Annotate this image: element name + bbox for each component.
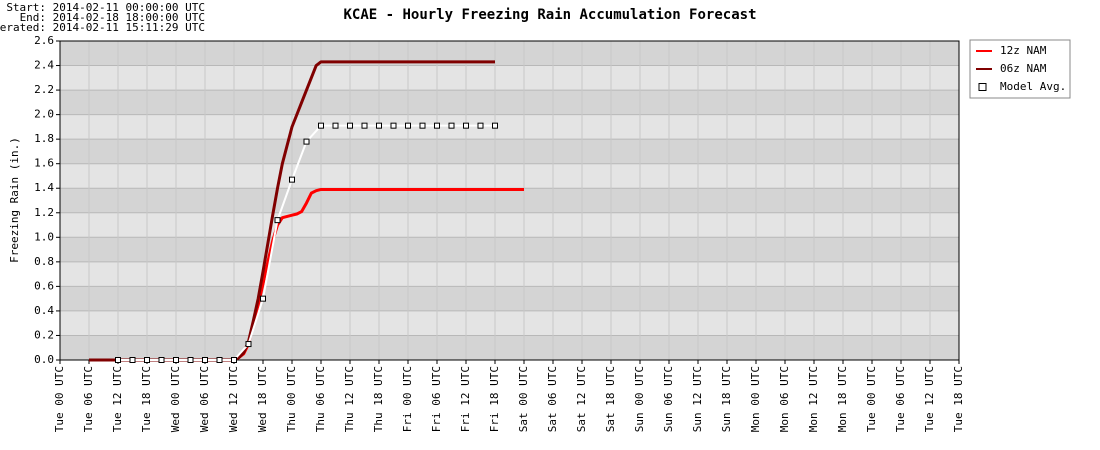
data-point [144,357,150,363]
data-point [448,122,455,129]
data-point [434,122,440,129]
data-point [347,122,353,129]
x-tick-label: Thu 18 UTC [372,366,385,432]
y-tick-label: 1.2 [34,206,54,219]
data-point [187,357,194,363]
data-point [463,122,469,129]
x-tick-label: Sun 12 UTC [691,366,704,432]
x-tick-label: Tue 06 UTC [894,366,907,432]
data-point [332,122,339,129]
data-point [289,176,295,183]
x-tick-label: Sat 06 UTC [546,366,559,432]
x-tick-label: Tue 00 UTC [865,366,878,432]
x-tick-label: Tue 12 UTC [923,366,936,432]
y-tick-label: 0.2 [34,328,54,341]
y-tick-label: 0.8 [34,255,54,268]
x-tick-label: Wed 00 UTC [169,366,182,432]
data-point [318,122,324,129]
x-tick-label: Sun 18 UTC [720,366,733,432]
data-point [376,122,382,129]
chart-title: KCAE - Hourly Freezing Rain Accumulation… [343,7,756,23]
x-tick-label: Wed 18 UTC [256,366,269,432]
data-point [173,357,179,363]
header-generated: Generated: 2014-02-11 15:11:29 UTC [0,21,205,34]
data-point [419,122,426,129]
grid-band [60,237,959,262]
x-tick-label: Mon 12 UTC [807,366,820,432]
data-point [274,217,281,224]
y-tick-label: 0.6 [34,279,54,292]
legend-label: 06z NAM [1000,62,1047,75]
y-tick-label: 0.0 [34,353,54,366]
grid-band [60,139,959,164]
y-tick-label: 2.4 [34,59,54,72]
y-tick-label: 2.6 [34,34,54,47]
x-tick-label: Thu 06 UTC [314,366,327,432]
x-tick-label: Tue 18 UTC [140,366,153,432]
x-tick-label: Mon 18 UTC [836,366,849,432]
legend-label: Model Avg. [1000,80,1066,93]
grid-band [60,188,959,213]
header-end: End: 2014-02-18 18:00:00 UTC [20,11,205,24]
x-tick-label: Tue 12 UTC [111,366,124,432]
x-tick-label: Fri 18 UTC [488,366,501,432]
plot-frame [59,40,960,361]
y-tick-label: 1.8 [34,132,54,145]
grid-band [60,286,959,311]
data-point [390,122,397,129]
x-tick-label: Sat 18 UTC [604,366,617,432]
x-tick-label: Wed 06 UTC [198,366,211,432]
x-tick-label: Tue 00 UTC [53,366,66,432]
x-tick-label: Fri 12 UTC [459,366,472,432]
x-tick-label: Wed 12 UTC [227,366,240,432]
x-tick-label: Tue 18 UTC [952,366,965,432]
header-start: Start: 2014-02-11 00:00:00 UTC [6,1,205,14]
data-point [216,357,223,363]
x-tick-label: Thu 00 UTC [285,366,298,432]
data-point [158,357,165,363]
data-point [477,122,484,129]
grid-band [60,90,959,115]
x-tick-label: Fri 00 UTC [401,366,414,432]
y-tick-label: 2.0 [34,108,54,121]
data-point [492,122,498,129]
data-point [361,122,368,129]
x-tick-label: Sun 06 UTC [662,366,675,432]
data-point [129,357,136,363]
y-tick-label: 1.4 [34,181,54,194]
data-point [260,295,266,302]
data-point [231,357,237,363]
data-point [202,357,208,363]
x-tick-label: Thu 12 UTC [343,366,356,432]
data-point [303,138,310,145]
legend-label: 12z NAM [1000,44,1047,57]
grid-band [60,41,959,66]
legend-swatch [978,83,987,91]
y-tick-label: 2.2 [34,83,54,96]
x-tick-label: Mon 06 UTC [778,366,791,432]
data-point [245,341,252,348]
y-tick-label: 1.6 [34,157,54,170]
x-tick-label: Fri 06 UTC [430,366,443,432]
y-tick-label: 1.0 [34,230,54,243]
x-tick-label: Sat 00 UTC [517,366,530,432]
y-axis-label: Freezing Rain (in.) [8,137,21,263]
x-tick-label: Sun 00 UTC [633,366,646,432]
x-tick-label: Sat 12 UTC [575,366,588,432]
y-tick-label: 0.4 [34,304,54,317]
x-tick-label: Mon 00 UTC [749,366,762,432]
x-tick-label: Tue 06 UTC [82,366,95,432]
data-point [115,357,121,363]
grid-band [60,335,959,360]
data-point [405,122,411,129]
